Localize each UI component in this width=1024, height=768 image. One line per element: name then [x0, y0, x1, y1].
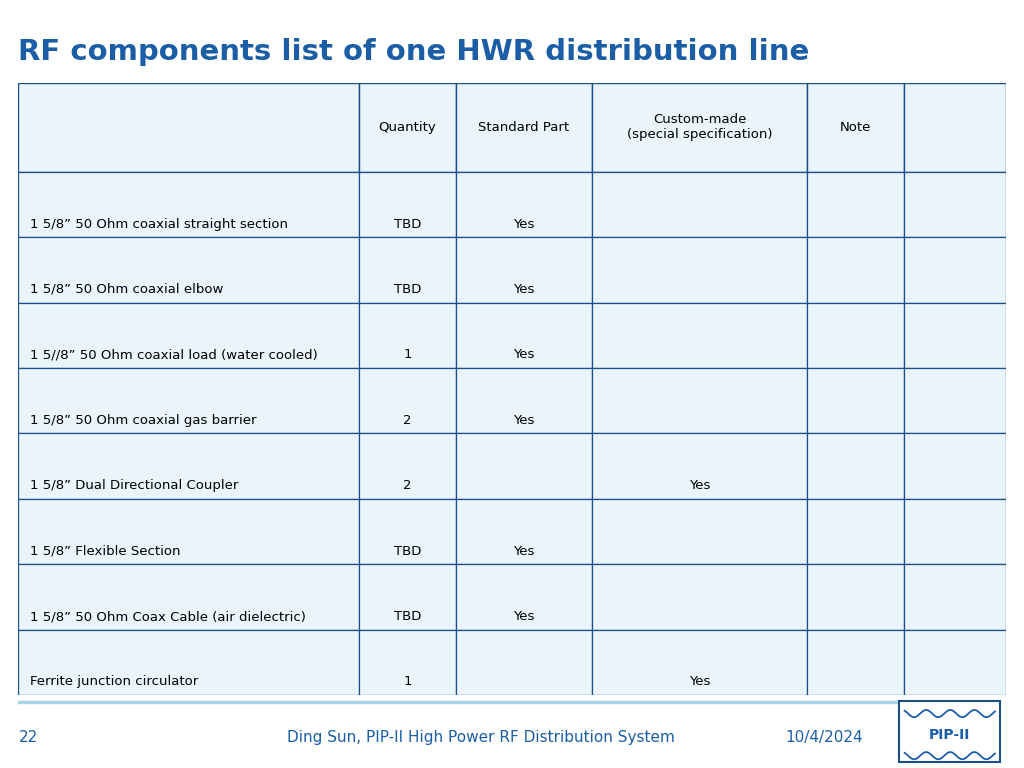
Bar [359, 498, 456, 564]
Bar [456, 433, 592, 498]
Bar [592, 83, 807, 172]
Bar [592, 498, 807, 564]
Text: Yes: Yes [513, 349, 535, 362]
Text: Ding Sun, PIP-II High Power RF Distribution System: Ding Sun, PIP-II High Power RF Distribut… [287, 730, 675, 745]
Text: Yes: Yes [513, 610, 535, 623]
Bar [592, 368, 807, 433]
Bar [359, 237, 456, 303]
Bar [904, 368, 1006, 433]
Bar [807, 303, 904, 368]
Bar [904, 433, 1006, 498]
Text: PIP-II: PIP-II [929, 728, 971, 743]
Text: Yes: Yes [513, 217, 535, 230]
Bar [359, 303, 456, 368]
Bar [359, 433, 456, 498]
Text: 1 5/8” 50 Ohm coaxial straight section: 1 5/8” 50 Ohm coaxial straight section [31, 217, 289, 230]
Bar [807, 368, 904, 433]
Bar [18, 368, 359, 433]
Bar [807, 630, 904, 695]
Text: Yes: Yes [689, 676, 711, 688]
Bar [807, 564, 904, 630]
Text: Ferrite junction circulator: Ferrite junction circulator [31, 676, 199, 688]
Text: 1: 1 [403, 349, 412, 362]
Text: 1 5/8” 50 Ohm Coax Cable (air dielectric): 1 5/8” 50 Ohm Coax Cable (air dielectric… [31, 610, 306, 623]
Bar [456, 498, 592, 564]
Text: 2: 2 [403, 414, 412, 427]
FancyBboxPatch shape [899, 701, 1000, 762]
Bar [18, 237, 359, 303]
Bar [359, 172, 456, 237]
Bar [904, 498, 1006, 564]
Bar [18, 83, 359, 172]
Bar [592, 630, 807, 695]
Bar [807, 237, 904, 303]
Bar [18, 172, 359, 237]
Bar [904, 172, 1006, 237]
Bar [18, 498, 359, 564]
Bar [904, 630, 1006, 695]
Bar [359, 564, 456, 630]
Text: 22: 22 [18, 730, 38, 745]
Bar [456, 83, 592, 172]
Text: 1 5/8” 50 Ohm coaxial gas barrier: 1 5/8” 50 Ohm coaxial gas barrier [31, 414, 257, 427]
Bar [359, 630, 456, 695]
Text: Standard Part: Standard Part [478, 121, 569, 134]
Text: TBD: TBD [393, 545, 421, 558]
Bar [456, 237, 592, 303]
Text: 1 5/8” Flexible Section: 1 5/8” Flexible Section [31, 545, 181, 558]
Bar [807, 83, 904, 172]
Text: TBD: TBD [393, 283, 421, 296]
Bar [18, 433, 359, 498]
Bar [18, 630, 359, 695]
Text: TBD: TBD [393, 610, 421, 623]
Text: Custom-made
(special specification): Custom-made (special specification) [627, 114, 772, 141]
Text: Yes: Yes [513, 545, 535, 558]
Text: Yes: Yes [513, 414, 535, 427]
Text: 1: 1 [403, 676, 412, 688]
Bar [359, 368, 456, 433]
Bar [18, 303, 359, 368]
Bar [592, 303, 807, 368]
Text: Yes: Yes [513, 283, 535, 296]
Bar [359, 83, 456, 172]
Bar [456, 303, 592, 368]
Text: 10/4/2024: 10/4/2024 [785, 730, 863, 745]
Bar [904, 303, 1006, 368]
Text: Yes: Yes [689, 479, 711, 492]
Text: TBD: TBD [393, 217, 421, 230]
Bar [456, 564, 592, 630]
Text: 1 5/8” Dual Directional Coupler: 1 5/8” Dual Directional Coupler [31, 479, 239, 492]
Bar [807, 433, 904, 498]
Bar [18, 564, 359, 630]
Text: Quantity: Quantity [379, 121, 436, 134]
Bar [807, 498, 904, 564]
Bar [592, 564, 807, 630]
Bar [904, 564, 1006, 630]
Bar [904, 237, 1006, 303]
Bar [592, 237, 807, 303]
Bar [904, 83, 1006, 172]
Bar [592, 172, 807, 237]
Bar [456, 630, 592, 695]
Text: 1 5/8” 50 Ohm coaxial elbow: 1 5/8” 50 Ohm coaxial elbow [31, 283, 223, 296]
Text: 2: 2 [403, 479, 412, 492]
Bar [456, 368, 592, 433]
Text: 1 5//8” 50 Ohm coaxial load (water cooled): 1 5//8” 50 Ohm coaxial load (water coole… [31, 349, 318, 362]
Bar [456, 172, 592, 237]
Text: RF components list of one HWR distribution line: RF components list of one HWR distributi… [18, 38, 810, 66]
Bar [592, 433, 807, 498]
Bar [807, 172, 904, 237]
Text: Note: Note [840, 121, 871, 134]
